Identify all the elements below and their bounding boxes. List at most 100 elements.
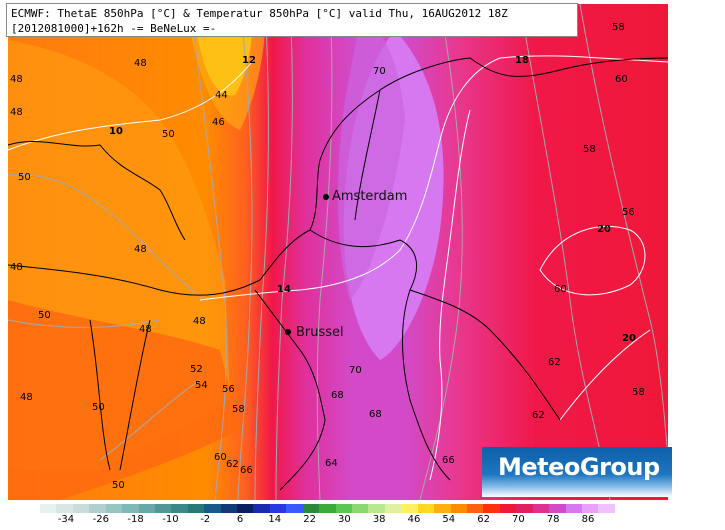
- label-58: 58: [612, 22, 625, 33]
- label-70: 70: [373, 66, 386, 77]
- map-title-box: ECMWF: ThetaE 850hPa [°C] & Temperatur 8…: [6, 3, 578, 37]
- scale-swatch: [253, 504, 270, 513]
- scale-swatch: [122, 504, 139, 513]
- temperature-contours: [7, 55, 669, 481]
- scale-tick-label: 6: [236, 514, 244, 525]
- scale-swatch: [450, 504, 467, 513]
- scale-swatch: [565, 504, 582, 513]
- label-66: 66: [240, 465, 253, 476]
- scale-swatch: [434, 504, 451, 513]
- label-12: 12: [242, 55, 256, 66]
- scale-swatch: [40, 504, 57, 513]
- thetae-map: 48 48 48 50 50 44 46 48 48 50 48 48 48 5…: [7, 3, 669, 500]
- label-20: 20: [622, 333, 636, 344]
- label-52: 52: [190, 364, 203, 375]
- scale-swatch: [466, 504, 484, 513]
- scale-swatch: [286, 504, 303, 513]
- scale-tick-label: 14: [268, 514, 282, 525]
- label-58: 58: [632, 387, 645, 398]
- scale-swatch: [154, 504, 172, 513]
- scale-tick-label: -34: [57, 514, 75, 525]
- scale-swatch: [532, 504, 550, 513]
- label-50: 50: [38, 310, 51, 321]
- label-60: 60: [214, 452, 227, 463]
- label-18: 18: [515, 55, 529, 66]
- scale-swatch: [204, 504, 221, 513]
- label-48: 48: [134, 58, 147, 69]
- label-70: 70: [349, 365, 362, 376]
- scale-swatch: [581, 504, 599, 513]
- label-48: 48: [10, 262, 23, 273]
- scale-swatch: [516, 504, 533, 513]
- scale-swatch: [499, 504, 517, 513]
- scale-swatch: [269, 504, 287, 513]
- label-62: 62: [226, 459, 239, 470]
- scale-tick-label: -26: [92, 514, 109, 525]
- scale-swatch: [89, 504, 106, 513]
- scale-tick-label: 54: [442, 514, 456, 525]
- logo-text: MeteoGroup: [498, 453, 660, 481]
- label-48: 48: [10, 107, 23, 118]
- label-60: 60: [554, 284, 567, 295]
- scale-tick-label: -18: [127, 514, 144, 525]
- scale-swatch: [171, 504, 188, 513]
- thetae-labels: 48 48 48 50 50 44 46 48 48 50 48 48 48 5…: [10, 22, 645, 491]
- label-44: 44: [215, 90, 228, 101]
- label-14: 14: [277, 284, 291, 295]
- scale-swatch: [319, 504, 336, 513]
- label-50: 50: [162, 129, 175, 140]
- scale-swatch: [56, 504, 73, 513]
- label-48: 48: [10, 74, 23, 85]
- scale-swatch: [483, 504, 500, 513]
- scale-swatch: [384, 504, 402, 513]
- scale-tick-label: 30: [338, 514, 351, 525]
- scale-swatch: [352, 504, 369, 513]
- label-56: 56: [622, 207, 635, 218]
- label-58: 58: [232, 404, 245, 415]
- label-68: 68: [369, 409, 382, 420]
- scale-swatch: [401, 504, 418, 513]
- scale-tick-label: 78: [546, 514, 560, 525]
- scale-swatch: [335, 504, 353, 513]
- label-50: 50: [112, 480, 125, 491]
- title-line-2: [2012081000]+162h -= BeNeLux =-: [11, 22, 217, 35]
- label-46: 46: [212, 117, 225, 128]
- thetae-contours: [7, 3, 669, 500]
- label-48: 48: [134, 244, 147, 255]
- scale-tick-label: 46: [407, 514, 421, 525]
- label-68: 68: [331, 390, 344, 401]
- scale-tick-label: 38: [372, 514, 386, 525]
- scale-swatch: [549, 504, 566, 513]
- scale-swatch: [368, 504, 385, 513]
- label-62: 62: [532, 410, 545, 421]
- scale-tick-label: 86: [581, 514, 595, 525]
- label-20: 20: [597, 224, 611, 235]
- scale-tick-label: 22: [303, 514, 316, 525]
- color-scale-bar: [40, 504, 615, 513]
- brussel-marker: [285, 329, 291, 335]
- scale-tick-label: 70: [512, 514, 525, 525]
- title-line-1: ECMWF: ThetaE 850hPa [°C] & Temperatur 8…: [11, 7, 508, 20]
- scale-swatch: [72, 504, 90, 513]
- label-48: 48: [193, 316, 206, 327]
- scale-swatch: [417, 504, 435, 513]
- borders: [7, 57, 669, 491]
- scale-swatch: [237, 504, 254, 513]
- label-48: 48: [139, 324, 152, 335]
- scale-swatch: [138, 504, 155, 513]
- meteogroup-logo: MeteoGroup: [482, 447, 672, 497]
- label-56: 56: [222, 384, 235, 395]
- dark-orange-region: [8, 300, 240, 500]
- label-48: 48: [20, 392, 33, 403]
- scale-swatch: [187, 504, 205, 513]
- label-50: 50: [18, 172, 31, 183]
- label-50: 50: [92, 402, 105, 413]
- label-60: 60: [615, 74, 628, 85]
- label-58: 58: [583, 144, 596, 155]
- scale-tick-label: -10: [162, 514, 179, 525]
- city-label-brussel: Brussel: [296, 325, 344, 340]
- amsterdam-marker: [323, 194, 329, 200]
- color-scale-ticks: -34 -26 -18 -10 -2 6 14 22 30 38 46 54 62 70 78 86: [0, 514, 725, 528]
- city-label-amsterdam: Amsterdam: [332, 189, 408, 204]
- scale-swatch: [598, 504, 615, 513]
